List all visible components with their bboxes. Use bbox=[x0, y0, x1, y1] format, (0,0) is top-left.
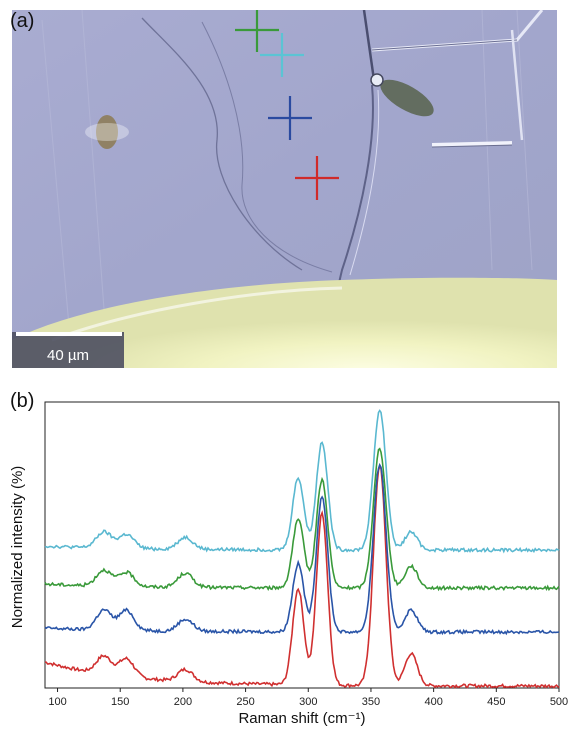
scale-bar bbox=[16, 332, 122, 336]
x-axis-title: Raman shift (cm⁻¹) bbox=[238, 710, 365, 727]
micrograph-svg: 40 µm bbox=[12, 10, 557, 368]
panel-b-label: (b) bbox=[10, 390, 35, 412]
spectra-lines bbox=[44, 409, 560, 689]
micrograph-image: 40 µm bbox=[12, 10, 557, 368]
x-tick-label: 400 bbox=[424, 696, 442, 708]
marker-cross-4 bbox=[295, 156, 339, 200]
debris-particle bbox=[96, 115, 118, 149]
marker-cross-3 bbox=[268, 96, 312, 140]
x-tick-label: 300 bbox=[299, 696, 317, 708]
marker-cross-2 bbox=[260, 33, 304, 77]
marker-cross-1 bbox=[235, 10, 279, 52]
bright-region bbox=[12, 277, 557, 368]
measurement-markers bbox=[235, 10, 339, 200]
raman-chart: 100 150 200 250 300 350 400 450 500 Raman shift … bbox=[9, 401, 568, 727]
spectrum-line-2 bbox=[44, 462, 560, 636]
spectrum-line-4 bbox=[44, 409, 560, 554]
scale-bar-label: 40 µm bbox=[47, 347, 89, 364]
x-tick-label: 150 bbox=[111, 696, 129, 708]
x-tick-label: 450 bbox=[487, 696, 505, 708]
y-axis-title: Normalized intensity (%) bbox=[9, 466, 26, 629]
scale-bar-background bbox=[12, 332, 124, 368]
dark-particle bbox=[380, 79, 434, 117]
spectrum-line-3 bbox=[44, 447, 560, 592]
x-tick-label: 200 bbox=[174, 696, 192, 708]
panel-a-label: (a) bbox=[10, 10, 35, 32]
bubble bbox=[370, 73, 384, 87]
x-tick-label: 100 bbox=[48, 696, 66, 708]
x-axis-ticks: 100 150 200 250 300 350 400 450 500 bbox=[48, 688, 568, 708]
spectrum-line-1 bbox=[44, 464, 560, 689]
surface-streaks bbox=[41, 10, 533, 361]
plot-frame bbox=[44, 401, 560, 689]
x-tick-label: 500 bbox=[550, 696, 568, 708]
x-tick-label: 250 bbox=[236, 696, 254, 708]
x-tick-label: 350 bbox=[362, 696, 380, 708]
